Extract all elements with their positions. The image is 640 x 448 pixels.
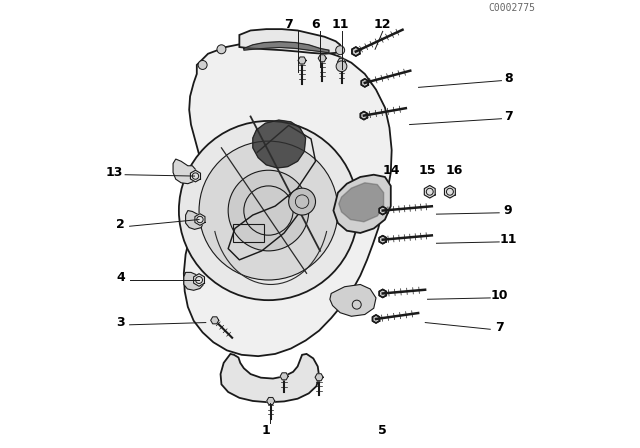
Polygon shape [186, 211, 204, 229]
Text: 3: 3 [116, 316, 125, 329]
Polygon shape [333, 175, 391, 233]
Polygon shape [360, 112, 367, 120]
Polygon shape [239, 29, 340, 54]
Text: 9: 9 [504, 204, 513, 217]
Polygon shape [184, 41, 392, 356]
Text: 11: 11 [499, 233, 517, 246]
Text: 12: 12 [374, 18, 392, 31]
Polygon shape [445, 185, 455, 198]
Polygon shape [362, 79, 368, 87]
Circle shape [179, 121, 358, 300]
Text: 13: 13 [105, 166, 123, 179]
Polygon shape [191, 170, 200, 182]
Text: 14: 14 [383, 164, 401, 177]
Text: 5: 5 [378, 423, 387, 437]
Text: 15: 15 [419, 164, 436, 177]
Text: 7: 7 [504, 110, 513, 123]
Text: C0002775: C0002775 [488, 4, 535, 13]
Polygon shape [372, 315, 380, 323]
Polygon shape [244, 42, 329, 53]
Polygon shape [253, 120, 306, 168]
Polygon shape [352, 47, 360, 56]
Polygon shape [380, 289, 386, 297]
Circle shape [336, 61, 347, 72]
Text: 7: 7 [495, 320, 504, 334]
Polygon shape [380, 207, 386, 215]
Text: 8: 8 [504, 72, 513, 85]
Text: 7: 7 [284, 18, 293, 31]
Circle shape [228, 170, 309, 251]
Text: 2: 2 [116, 217, 125, 231]
Polygon shape [221, 354, 319, 402]
Circle shape [217, 45, 226, 54]
Polygon shape [195, 214, 205, 225]
Polygon shape [339, 183, 383, 222]
Polygon shape [298, 57, 306, 64]
Polygon shape [315, 374, 323, 381]
Polygon shape [173, 159, 196, 184]
Text: 10: 10 [490, 289, 508, 302]
Polygon shape [424, 185, 435, 198]
Polygon shape [194, 274, 204, 286]
Circle shape [335, 46, 344, 55]
Text: 11: 11 [332, 18, 349, 31]
Text: 16: 16 [445, 164, 463, 177]
Text: 4: 4 [116, 271, 125, 284]
Polygon shape [330, 284, 376, 316]
Circle shape [352, 300, 361, 309]
Circle shape [198, 60, 207, 69]
Text: 6: 6 [311, 18, 320, 31]
Polygon shape [380, 236, 386, 244]
Polygon shape [211, 317, 219, 324]
Circle shape [289, 188, 316, 215]
Circle shape [199, 141, 338, 280]
Polygon shape [318, 55, 326, 62]
Polygon shape [267, 397, 275, 405]
Polygon shape [280, 373, 288, 380]
Polygon shape [337, 58, 346, 65]
Text: 1: 1 [262, 423, 271, 437]
Polygon shape [184, 272, 204, 290]
